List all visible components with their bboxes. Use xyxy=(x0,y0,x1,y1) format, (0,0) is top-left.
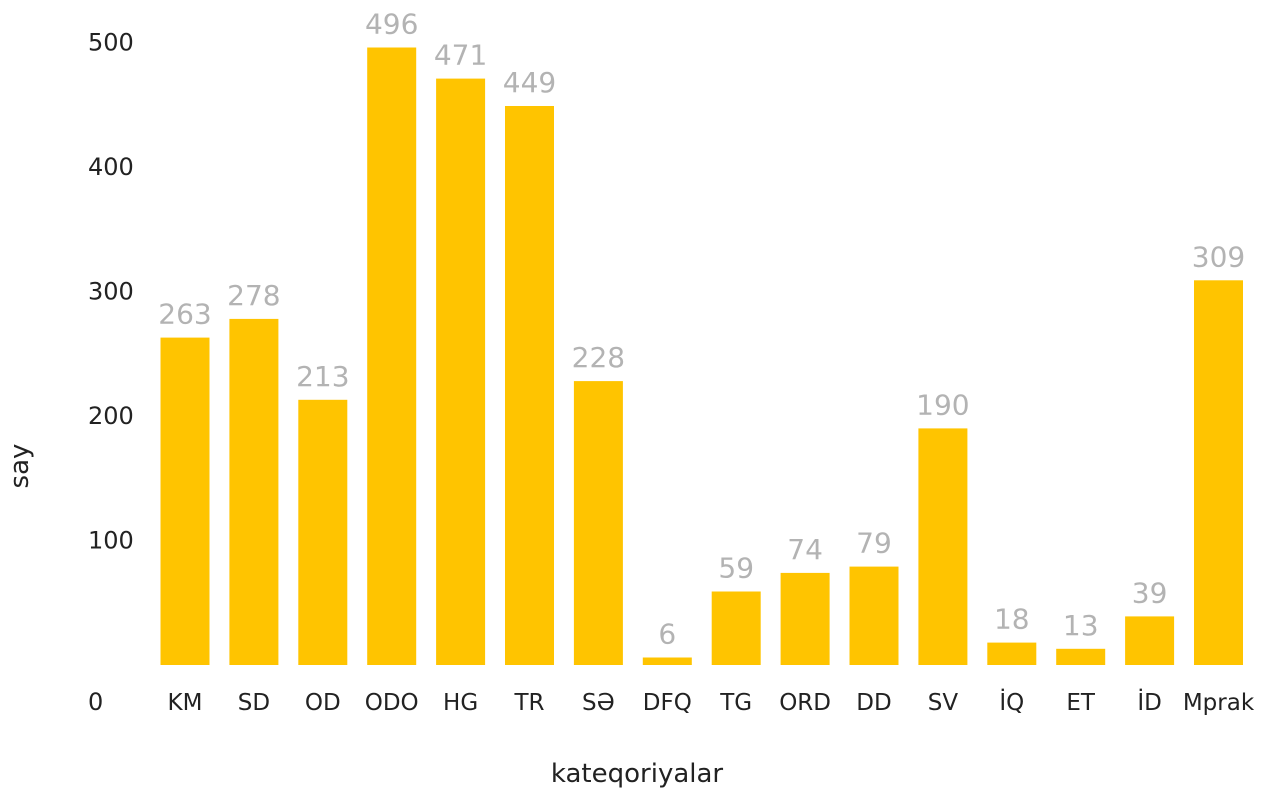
bar xyxy=(367,47,417,665)
bar xyxy=(229,318,279,665)
bar xyxy=(573,381,623,665)
x-tick-label: OD xyxy=(305,690,341,716)
bar-data-label: 190 xyxy=(916,388,969,421)
bar-data-label: 471 xyxy=(434,39,487,72)
x-tick-label: ORD xyxy=(779,690,831,716)
x-tick-label: TR xyxy=(513,690,544,716)
bar-data-label: 278 xyxy=(227,279,280,312)
x-axis-title: kateqoriyalar xyxy=(551,759,724,789)
x-tick-label: İQ xyxy=(999,688,1024,716)
bar xyxy=(642,657,692,665)
y-tick-label: 400 xyxy=(88,153,134,181)
x-tick-label: KM xyxy=(168,690,203,716)
y-tick-label: 200 xyxy=(88,402,134,430)
x-tick-label: SƏ xyxy=(582,690,615,716)
y-tick-label: 100 xyxy=(88,527,134,555)
bar xyxy=(436,78,486,666)
bar xyxy=(849,566,899,665)
bar-data-label: 449 xyxy=(503,66,556,99)
data-labels: 263 278 213 496 471 449 228 6 59 74 79 190 18 13 39 309 xyxy=(158,8,1245,651)
y-axis-ticks: 0 100 200 300 400 500 xyxy=(88,29,134,717)
y-tick-label: 300 xyxy=(88,278,134,306)
bar xyxy=(918,428,968,665)
x-tick-label: HG xyxy=(443,690,478,716)
x-tick-label: Mprak xyxy=(1183,690,1255,716)
bar xyxy=(505,106,554,665)
y-axis-title: say xyxy=(5,444,35,489)
bar xyxy=(1194,280,1243,665)
bar-data-label: 263 xyxy=(158,298,211,331)
bar xyxy=(160,337,210,665)
x-axis-ticks: KM SD OD ODO HG TR SƏ DFQ TG ORD DD SV İQ ET İD Mprak xyxy=(168,688,1255,716)
x-tick-label: SV xyxy=(928,690,959,716)
x-tick-label: ET xyxy=(1066,690,1096,716)
bar xyxy=(780,572,830,665)
bar xyxy=(298,399,348,665)
bar-data-label: 309 xyxy=(1192,240,1245,273)
bar-data-label: 39 xyxy=(1132,576,1168,609)
y-tick-label: 0 xyxy=(88,688,103,716)
x-tick-label: ODO xyxy=(365,690,419,716)
bar xyxy=(711,591,761,665)
bar-data-label: 13 xyxy=(1063,609,1099,642)
bar-data-label: 74 xyxy=(787,533,823,566)
bar-data-label: 6 xyxy=(658,618,676,651)
bar-data-label: 79 xyxy=(856,527,892,560)
bar-data-label: 59 xyxy=(718,552,754,585)
y-tick-label: 500 xyxy=(88,29,134,57)
bar-data-label: 228 xyxy=(572,341,625,374)
x-tick-label: TG xyxy=(719,690,752,716)
bar xyxy=(1125,616,1175,665)
bars xyxy=(160,47,1243,666)
bar-data-label: 496 xyxy=(365,8,418,41)
bar-data-label: 18 xyxy=(994,603,1030,636)
bar xyxy=(987,642,1037,665)
x-tick-label: İD xyxy=(1137,688,1162,716)
x-tick-label: DFQ xyxy=(643,690,692,716)
bar xyxy=(1056,648,1106,665)
x-tick-label: DD xyxy=(856,690,891,716)
x-tick-label: SD xyxy=(238,690,270,716)
bar-data-label: 213 xyxy=(296,360,349,393)
